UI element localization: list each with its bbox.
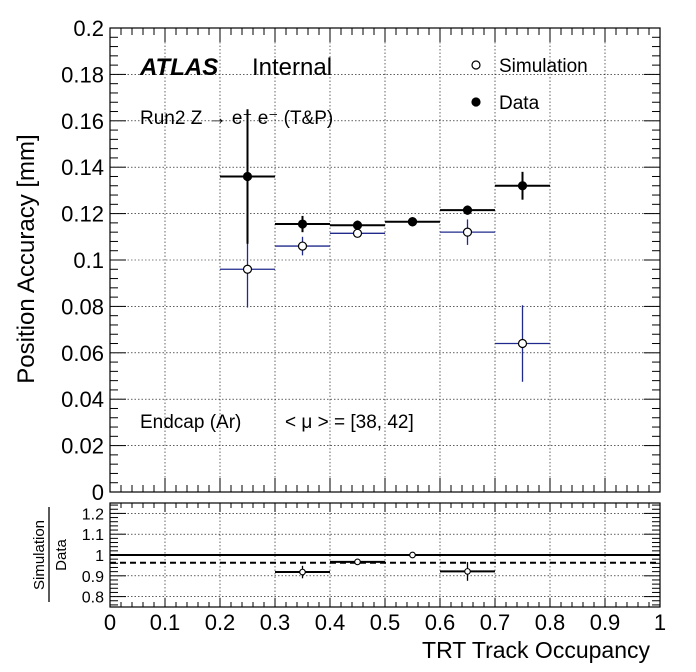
x-axis-title: TRT Track Occupancy bbox=[422, 637, 650, 663]
main-data-point bbox=[407, 217, 418, 227]
main-y-tick-label: 0.14 bbox=[61, 155, 104, 180]
x-tick-label: 0.9 bbox=[590, 610, 621, 635]
ratio-y-tick-label: 1.1 bbox=[82, 527, 104, 544]
main-y-tick-label: 0 bbox=[92, 480, 104, 505]
main-y-tick-label: 0.02 bbox=[61, 434, 104, 459]
main-data-point bbox=[352, 220, 363, 230]
pileup-label: < μ > = [38, 42] bbox=[285, 412, 414, 433]
x-tick-label: 0.4 bbox=[315, 610, 346, 635]
main-data-point bbox=[517, 181, 528, 191]
ratio-y-tick-label: 1.2 bbox=[82, 506, 104, 523]
main-y-tick-label: 0.18 bbox=[61, 62, 104, 87]
x-tick-label: 1 bbox=[654, 610, 666, 635]
ratio-point bbox=[354, 558, 361, 566]
selection-label: Run2 Z → e⁺ e⁻ (T&P) bbox=[140, 108, 333, 129]
ratio-y-tick-label: 0.9 bbox=[82, 569, 104, 586]
internal-label: Internal bbox=[252, 54, 332, 81]
main-data-point bbox=[242, 171, 253, 182]
ratio-y-tick-label: 1 bbox=[95, 548, 104, 565]
main-data-point bbox=[297, 219, 308, 229]
region-label: Endcap (Ar) bbox=[140, 412, 241, 433]
legend: Simulation Data bbox=[471, 56, 588, 114]
main-simulation-point bbox=[297, 241, 308, 251]
axis-ticks bbox=[109, 27, 661, 607]
x-tick-label: 0.3 bbox=[260, 610, 291, 635]
main-gridlines bbox=[110, 28, 660, 492]
main-simulation-point bbox=[517, 338, 528, 349]
legend-data-marker bbox=[471, 97, 481, 107]
x-tick-label: 0.5 bbox=[370, 610, 401, 635]
ratio-ylabel-denominator: Data bbox=[53, 539, 70, 571]
main-y-tick-label: 0.1 bbox=[73, 248, 104, 273]
ratio-ylabel-numerator: Simulation bbox=[31, 520, 48, 590]
main-simulation-point bbox=[352, 228, 363, 238]
main-y-tick-label: 0.06 bbox=[61, 341, 104, 366]
y-axis-title: Position Accuracy [mm] bbox=[13, 134, 40, 383]
main-data-point bbox=[462, 205, 473, 215]
ratio-point bbox=[409, 551, 416, 559]
ratio-point bbox=[299, 568, 306, 576]
legend-simulation-label: Simulation bbox=[499, 56, 588, 77]
axis-labels: 0 0.02 0.04 0.06 0.08 0.1 0.12 0.14 0.16 0.18 0.2 0… bbox=[61, 16, 666, 635]
x-tick-label: 0.7 bbox=[480, 610, 511, 635]
x-tick-label: 0.6 bbox=[425, 610, 456, 635]
x-tick-label: 0.1 bbox=[150, 610, 181, 635]
ratio-point bbox=[464, 568, 471, 575]
main-y-tick-label: 0.04 bbox=[61, 387, 104, 412]
x-tick-label: 0 bbox=[104, 610, 116, 635]
ratio-y-tick-label: 0.8 bbox=[82, 590, 104, 607]
main-y-tick-label: 0.16 bbox=[61, 109, 104, 134]
legend-data-label: Data bbox=[499, 93, 540, 114]
main-y-tick-label: 0.2 bbox=[73, 16, 104, 41]
main-simulation-point bbox=[462, 227, 473, 237]
data-marks bbox=[110, 109, 660, 581]
main-y-tick-label: 0.12 bbox=[61, 202, 104, 227]
legend-simulation-marker bbox=[471, 60, 481, 70]
main-simulation-point bbox=[242, 264, 253, 274]
x-tick-label: 0.8 bbox=[535, 610, 566, 635]
atlas-label: ATLAS bbox=[139, 54, 218, 81]
x-tick-label: 0.2 bbox=[205, 610, 236, 635]
main-y-tick-label: 0.08 bbox=[61, 294, 104, 319]
